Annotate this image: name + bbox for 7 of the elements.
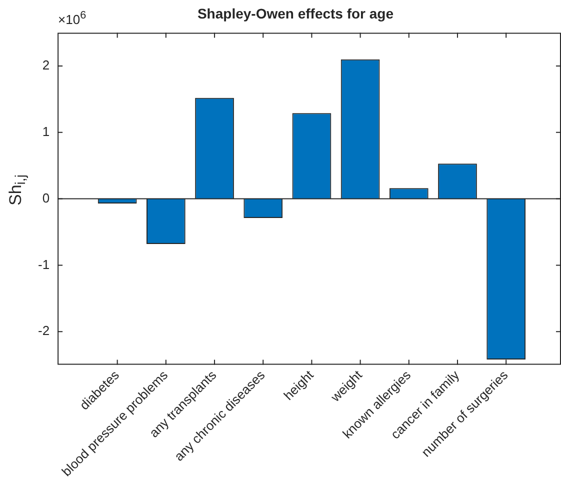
y-tick-label: -1 <box>38 256 50 272</box>
y-tick-label: 2 <box>42 58 50 73</box>
y-tick-label: 1 <box>42 124 50 139</box>
text: ×10$^{6}$ <box>58 10 86 28</box>
y-tick-label: 0 <box>42 190 50 206</box>
chart-title: Shapley-Owen effects for age <box>197 5 394 22</box>
y-tick-label: -2 <box>38 323 50 338</box>
